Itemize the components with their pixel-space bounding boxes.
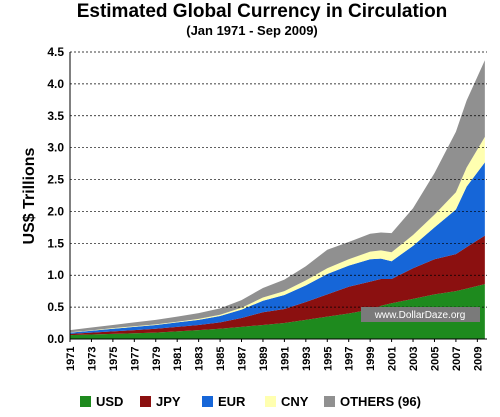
area-cny <box>70 136 485 333</box>
x-tick-label: 2009 <box>472 347 484 371</box>
x-tick-label: 1975 <box>108 347 120 371</box>
plot-area: www.DollarDaze.org <box>69 51 487 340</box>
legend-label-cny: CNY <box>281 394 309 409</box>
area-jpy <box>70 235 485 336</box>
x-tick-label: 1985 <box>215 347 227 371</box>
x-tick-label: 2001 <box>387 347 399 371</box>
y-tick-label: 0.5 <box>47 300 64 314</box>
x-tick-label: 1989 <box>258 347 270 371</box>
y-tick-label: 2.5 <box>47 173 64 187</box>
legend-swatch-cny <box>265 396 276 407</box>
y-tick-label: 1.0 <box>47 268 64 282</box>
legend-swatch-eur <box>202 396 213 407</box>
x-tick-label: 1977 <box>129 347 141 371</box>
x-tick-label: 1999 <box>365 347 377 371</box>
x-tick-label: 1979 <box>151 347 163 371</box>
legend-swatch-usd <box>80 396 91 407</box>
x-tick-label: 1997 <box>344 347 356 371</box>
y-tick-label: 1.5 <box>47 236 64 250</box>
y-tick-label: 3.0 <box>47 141 64 155</box>
x-tick-label: 1993 <box>301 347 313 371</box>
legend-label-jpy: JPY <box>156 394 181 409</box>
y-tick-label: 3.5 <box>47 109 64 123</box>
chart-subtitle: (Jan 1971 - Sep 2009) <box>186 23 318 38</box>
x-tick-label: 1995 <box>322 347 334 371</box>
x-tick-label: 1983 <box>194 347 206 371</box>
x-tick-label: 1971 <box>65 347 77 371</box>
legend-label-eur: EUR <box>218 394 246 409</box>
area-series-group <box>70 60 485 339</box>
area-eur <box>70 162 485 334</box>
area-usd <box>70 284 485 339</box>
x-tick-label: 1991 <box>279 347 291 371</box>
x-tick-label: 1987 <box>237 347 249 371</box>
chart-title: Estimated Global Currency in Circulation <box>77 1 448 22</box>
legend-swatch-jpy <box>140 396 151 407</box>
x-tick-labels: 1971 1973 1975 1977 1979 1981 1983 1985 1987 1989… <box>65 339 484 371</box>
x-tick-label: 2003 <box>408 347 420 371</box>
legend-swatch-others-96 <box>324 396 335 407</box>
watermark-box <box>361 307 480 322</box>
y-tick-labels: 0.0 0.5 1.0 1.5 2.0 2.5 3.0 3.5 4.0 4.5 <box>47 45 64 346</box>
x-tick-label: 1981 <box>172 347 184 371</box>
y-tick-label: 2.0 <box>47 204 64 218</box>
watermark: www.DollarDaze.org <box>374 310 466 321</box>
x-tick-label: 2005 <box>429 347 441 371</box>
y-tick-label: 0.0 <box>47 332 64 346</box>
y-tick-label: 4.5 <box>47 45 64 59</box>
gridlines <box>70 51 487 308</box>
x-tick-label: 2007 <box>451 347 463 371</box>
legend-label-others-96: OTHERS (96) <box>340 394 421 409</box>
x-tick-label: 1973 <box>86 347 98 371</box>
y-axis-label: US$ Trillions <box>21 147 38 244</box>
legend-label-usd: USD <box>96 394 123 409</box>
legend: USD JPY EUR CNY OTHERS (96) <box>80 394 421 409</box>
y-tick-label: 4.0 <box>47 77 64 91</box>
